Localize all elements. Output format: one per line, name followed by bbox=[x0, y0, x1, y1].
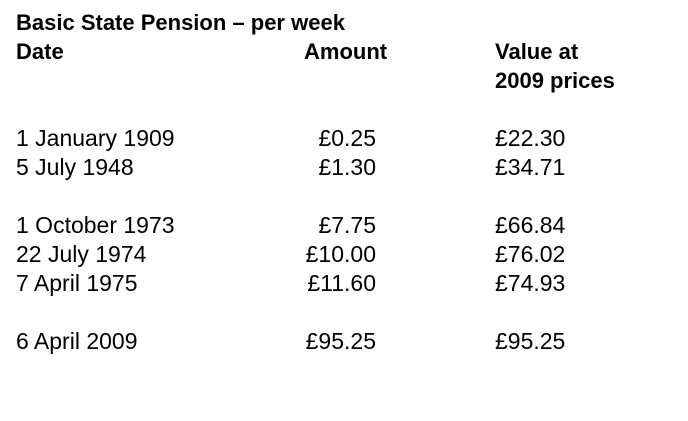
value-cell: £34.71 bbox=[495, 154, 565, 180]
date-cell: 7 April 1975 bbox=[16, 270, 137, 296]
value-cell: £76.02 bbox=[495, 241, 565, 267]
header-date: Date bbox=[16, 39, 64, 64]
amount-cell: £11.60 bbox=[307, 270, 376, 296]
header-value: 2009 prices bbox=[495, 68, 615, 93]
date-cell: 22 July 1974 bbox=[16, 241, 147, 267]
value-cell: £22.30 bbox=[495, 125, 565, 151]
amount-cell: £1.30 bbox=[318, 154, 376, 180]
title: Basic State Pension – per week bbox=[16, 10, 346, 35]
header-value: Value at bbox=[495, 39, 579, 64]
header-amount: Amount bbox=[304, 39, 388, 64]
amount-cell: £95.25 bbox=[306, 328, 376, 354]
amount-cell: £7.75 bbox=[318, 212, 376, 238]
value-cell: £74.93 bbox=[495, 270, 565, 296]
date-cell: 5 July 1948 bbox=[16, 154, 134, 180]
amount-cell: £10.00 bbox=[306, 241, 376, 267]
date-cell: 6 April 2009 bbox=[16, 328, 137, 354]
value-cell: £66.84 bbox=[495, 212, 566, 238]
amount-cell: £0.25 bbox=[318, 125, 376, 151]
value-cell: £95.25 bbox=[495, 328, 565, 354]
date-cell: 1 January 1909 bbox=[16, 125, 175, 151]
date-cell: 1 October 1973 bbox=[16, 212, 175, 238]
